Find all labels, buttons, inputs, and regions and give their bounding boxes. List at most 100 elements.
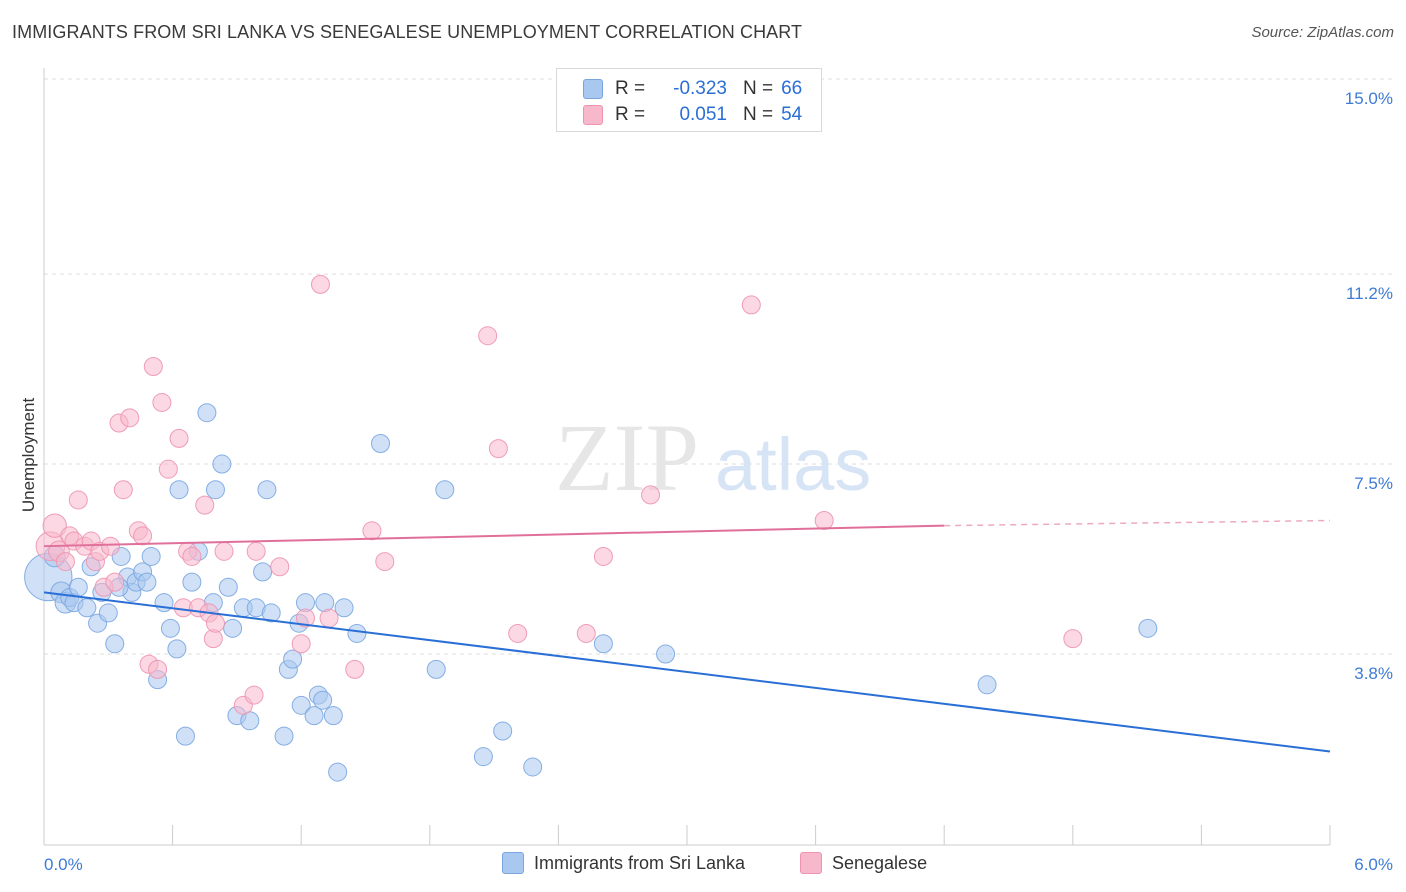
data-point-sri-lanka: [105, 634, 125, 654]
legend-swatch-blue: [502, 852, 524, 874]
data-point-senegalese: [641, 485, 661, 505]
data-point-sri-lanka: [347, 623, 367, 643]
data-point-sri-lanka: [68, 577, 88, 597]
y-tick-label: 3.8%: [1354, 664, 1393, 683]
legend-r-value: -0.323: [673, 78, 727, 99]
data-point-sri-lanka: [977, 675, 997, 695]
axes: [43, 68, 1331, 846]
series-legend: Immigrants from Sri Lanka Senegalese: [0, 852, 1406, 878]
x-tick-label: 6.0%: [1354, 855, 1393, 874]
y-axis-label: Unemployment: [19, 398, 38, 513]
data-point-senegalese: [55, 552, 75, 572]
data-point-sri-lanka: [328, 762, 348, 782]
data-point-senegalese: [295, 608, 315, 628]
legend-swatch-blue: [583, 79, 603, 99]
data-point-sri-lanka: [205, 480, 225, 500]
data-point-sri-lanka: [137, 572, 157, 592]
data-point-senegalese: [319, 608, 339, 628]
data-point-sri-lanka: [141, 546, 161, 566]
data-point-senegalese: [508, 623, 528, 643]
data-point-senegalese: [1063, 629, 1083, 649]
legend-series-name: Immigrants from Sri Lanka: [534, 852, 746, 873]
chart-title: IMMIGRANTS FROM SRI LANKA VS SENEGALESE …: [12, 22, 803, 42]
data-point-senegalese: [741, 295, 761, 315]
data-point-sri-lanka: [167, 639, 187, 659]
data-point-sri-lanka: [257, 480, 277, 500]
data-point-senegalese: [593, 546, 613, 566]
data-point-senegalese: [270, 557, 290, 577]
legend-series-name: Senegalese: [832, 852, 928, 873]
data-point-sri-lanka: [261, 603, 281, 623]
watermark-atlas: atlas: [715, 423, 871, 506]
grid-lines: [44, 78, 1395, 655]
data-point-sri-lanka: [435, 480, 455, 500]
data-point-sri-lanka: [593, 634, 613, 654]
data-point-senegalese: [214, 541, 234, 561]
data-point-senegalese: [113, 480, 133, 500]
trend-line-sri-lanka: [43, 591, 1331, 753]
data-point-sri-lanka: [175, 726, 195, 746]
data-point-senegalese: [814, 511, 834, 531]
data-point-sri-lanka: [291, 695, 311, 715]
legend-n-value: 66: [781, 78, 803, 99]
data-point-sri-lanka: [77, 598, 97, 618]
data-point-senegalese: [169, 428, 189, 448]
data-point-sri-lanka: [218, 577, 238, 597]
data-point-senegalese: [576, 623, 596, 643]
watermark: ZIP atlas: [555, 404, 871, 511]
data-point-senegalese: [195, 495, 215, 515]
data-point-sri-lanka: [426, 659, 446, 679]
legend-n-value: 54: [781, 104, 803, 125]
data-point-senegalese: [100, 536, 120, 556]
correlation-legend: R = -0.323 N = 66 R = 0.051 N = 54: [556, 68, 822, 132]
legend-swatch-pink: [583, 105, 603, 125]
trend-lines: [43, 519, 1331, 753]
legend-row-senegalese: R = 0.051 N = 54: [583, 103, 802, 127]
data-point-sri-lanka: [283, 649, 303, 669]
data-point-senegalese: [133, 526, 153, 546]
data-point-senegalese: [345, 659, 365, 679]
data-point-sri-lanka: [182, 572, 202, 592]
y-tick-label: 11.2%: [1346, 284, 1393, 303]
data-point-senegalese: [120, 408, 140, 428]
data-point-sri-lanka: [313, 690, 333, 710]
data-point-sri-lanka: [253, 562, 273, 582]
data-point-senegalese: [488, 439, 508, 459]
data-point-senegalese: [105, 572, 125, 592]
data-point-sri-lanka: [98, 603, 118, 623]
data-point-senegalese: [158, 459, 178, 479]
y-tick-label: 15.0%: [1345, 89, 1393, 108]
trend-line-senegalese-extension: [944, 519, 1331, 527]
data-point-sri-lanka: [323, 706, 343, 726]
data-point-senegalese: [362, 521, 382, 541]
data-point-sri-lanka: [212, 454, 232, 474]
legend-n-label: N =: [743, 104, 774, 125]
data-point-senegalese: [375, 552, 395, 572]
tick-labels: 3.8% 7.5% 11.2% 15.0% 0.0% 6.0%: [44, 89, 1393, 874]
series-senegalese-points: [35, 274, 1083, 715]
legend-swatch-pink: [800, 852, 822, 874]
legend-row-sri-lanka: R = -0.323 N = 66: [583, 77, 802, 101]
y-tick-label: 7.5%: [1354, 474, 1393, 493]
legend-item-sri-lanka: Immigrants from Sri Lanka: [502, 852, 745, 874]
data-point-sri-lanka: [473, 747, 493, 767]
data-point-sri-lanka: [371, 434, 391, 454]
data-point-senegalese: [42, 513, 67, 538]
data-point-senegalese: [478, 326, 498, 346]
x-tick-label: 0.0%: [44, 855, 83, 874]
data-point-sri-lanka: [160, 618, 180, 638]
legend-item-senegalese: Senegalese: [800, 852, 927, 874]
data-point-senegalese: [246, 541, 266, 561]
data-point-senegalese: [152, 392, 172, 412]
legend-r-label: R =: [615, 104, 646, 125]
data-point-sri-lanka: [304, 706, 324, 726]
data-point-senegalese: [310, 274, 330, 294]
chart-source: Source: ZipAtlas.com: [1251, 24, 1394, 41]
data-point-sri-lanka: [493, 721, 513, 741]
data-point-sri-lanka: [1138, 618, 1158, 638]
data-point-senegalese: [291, 634, 311, 654]
watermark-zip: ZIP: [555, 404, 699, 511]
data-point-sri-lanka: [169, 480, 189, 500]
legend-r-value: 0.051: [679, 104, 727, 125]
